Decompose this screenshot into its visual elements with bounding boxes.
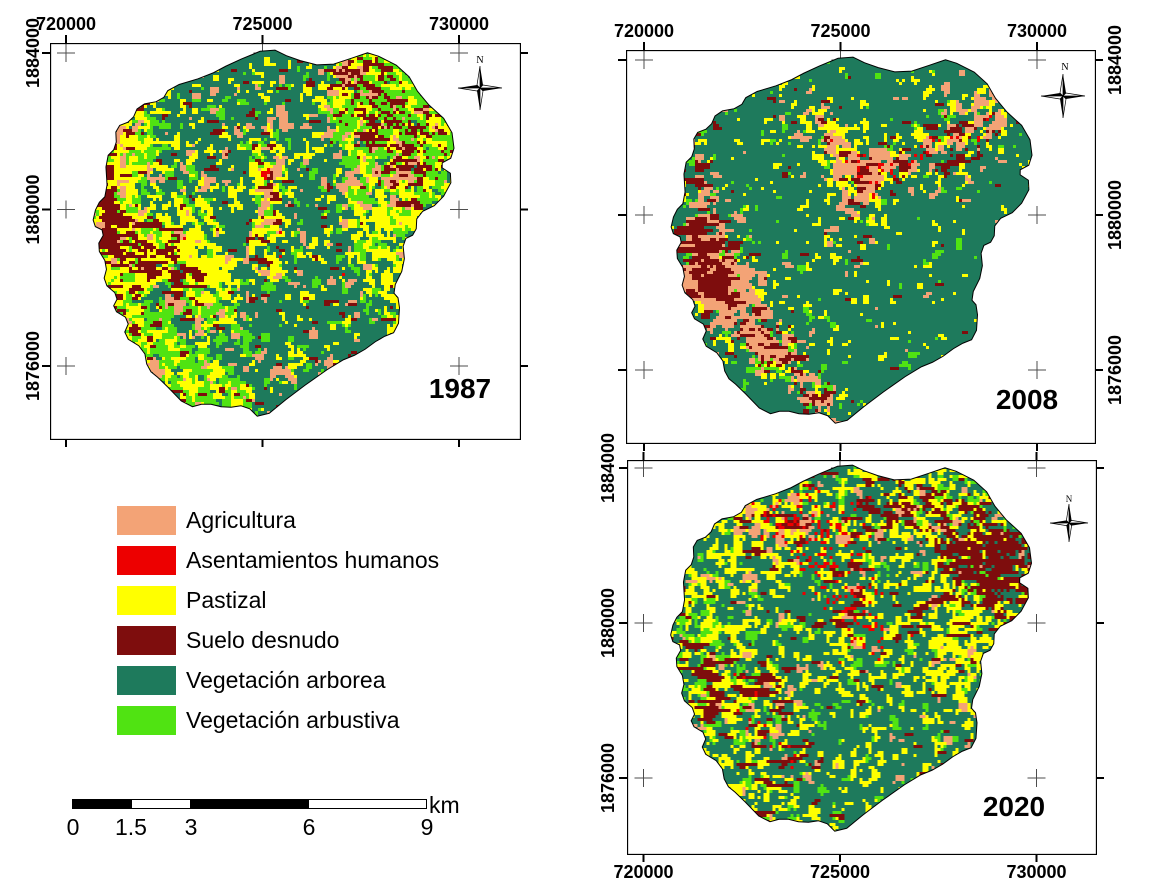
svg-text:N: N — [1066, 494, 1073, 504]
svg-text:N: N — [1061, 62, 1068, 73]
svg-text:2020: 2020 — [983, 791, 1045, 822]
svg-text:1880000: 1880000 — [23, 174, 43, 244]
svg-text:725000: 725000 — [232, 14, 292, 34]
svg-text:1880000: 1880000 — [598, 588, 618, 658]
svg-text:730000: 730000 — [1006, 862, 1066, 882]
svg-text:730000: 730000 — [1007, 21, 1067, 41]
svg-text:725000: 725000 — [810, 21, 870, 41]
svg-text:1884000: 1884000 — [598, 433, 618, 503]
svg-text:N: N — [476, 55, 483, 66]
svg-text:720000: 720000 — [614, 21, 674, 41]
svg-text:1876000: 1876000 — [598, 743, 618, 813]
svg-text:725000: 725000 — [810, 862, 870, 882]
svg-text:720000: 720000 — [36, 14, 96, 34]
svg-text:2008: 2008 — [996, 384, 1058, 415]
svg-text:1884000: 1884000 — [23, 18, 43, 88]
svg-text:1880000: 1880000 — [1105, 180, 1125, 250]
svg-text:1876000: 1876000 — [1105, 335, 1125, 405]
svg-text:720000: 720000 — [613, 862, 673, 882]
svg-text:730000: 730000 — [429, 14, 489, 34]
svg-text:1884000: 1884000 — [1105, 25, 1125, 95]
svg-text:1987: 1987 — [429, 373, 491, 404]
svg-text:1876000: 1876000 — [23, 331, 43, 401]
